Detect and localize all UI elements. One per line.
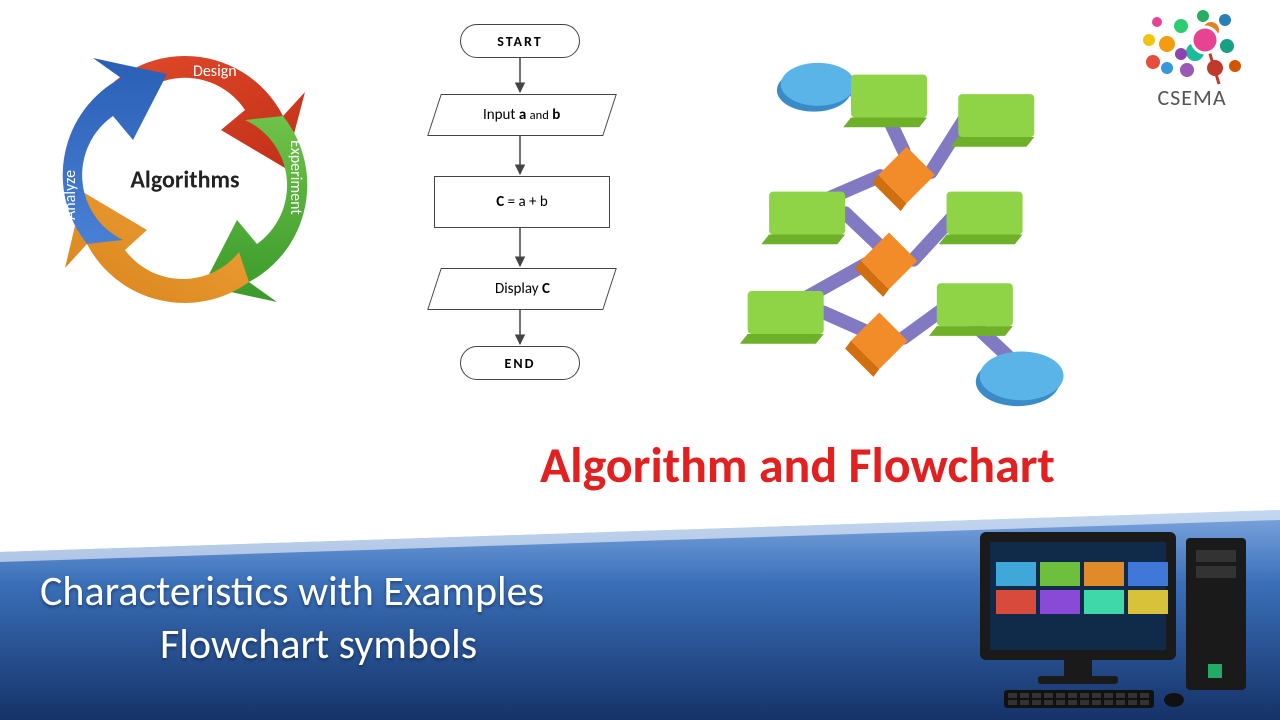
footer-text: Characteristics with Examples Flowchart … (40, 566, 544, 671)
sample-flowchart: START Input a and b C = a + b Display C … (390, 18, 650, 408)
main-title: Algorithm and Flowchart (540, 435, 1055, 496)
flowchart-input-label: Input a and b (483, 106, 560, 124)
cycle-center-label: Algorithms (130, 166, 239, 195)
footer-line2: Flowchart symbols (40, 619, 544, 672)
flowchart-output: Display C (427, 268, 617, 310)
decorative-3d-flowchart (700, 20, 1080, 410)
flowchart-input: Input a and b (427, 94, 617, 136)
computer-illustration (968, 514, 1258, 714)
flowchart-start: START (460, 24, 580, 58)
cycle-label-implement: Implement (145, 304, 216, 323)
flowchart-output-label: Display C (495, 280, 550, 298)
cycle-label-design: Design (193, 62, 237, 81)
algorithm-cycle-diagram: Algorithms Design Experiment Implement A… (25, 20, 345, 340)
cycle-label-experiment: Experiment (286, 140, 305, 215)
flowchart-process-label: C = a + b (496, 193, 548, 211)
csema-logo: CSEMA (1122, 6, 1262, 111)
cycle-label-analyze: Analyze (61, 170, 80, 220)
footer-line1: Characteristics with Examples (40, 566, 544, 617)
flowchart-process: C = a + b (434, 176, 610, 228)
logo-text: CSEMA (1122, 84, 1262, 111)
flowchart-end: END (460, 346, 580, 380)
